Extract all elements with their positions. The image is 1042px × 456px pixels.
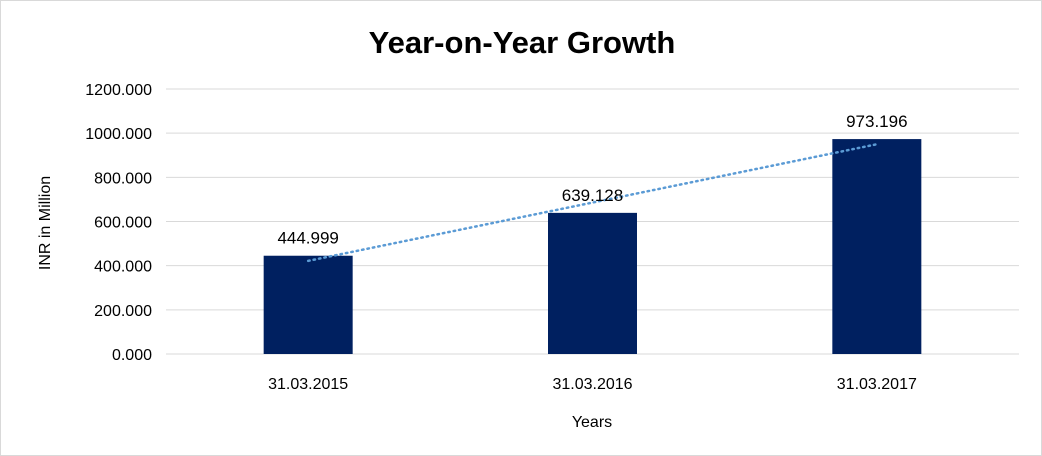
trendline [306, 142, 879, 263]
x-tick-label: 31.03.2017 [837, 376, 917, 393]
bar [263, 255, 353, 354]
x-tick-label: 31.03.2015 [268, 376, 348, 393]
bars [263, 139, 922, 354]
y-tick-label: 0.000 [112, 347, 152, 364]
bar [832, 139, 922, 354]
data-label: 639.128 [562, 186, 623, 205]
y-axis-ticks: 0.000 200.000 400.000 600.000 800.000 1000.00… [85, 82, 152, 364]
x-tick-label: 31.03.2016 [552, 376, 632, 393]
y-tick-label: 400.000 [94, 259, 152, 276]
data-label: 444.999 [277, 229, 338, 248]
data-labels: 444.999 639.128 973.196 [277, 112, 907, 248]
data-label: 973.196 [846, 112, 907, 131]
y-tick-label: 800.000 [94, 170, 152, 187]
chart-title: Year-on-Year Growth [369, 25, 676, 60]
trendline-group [306, 142, 879, 263]
y-tick-label: 1200.000 [85, 82, 152, 99]
x-axis-ticks: 31.03.2015 31.03.2016 31.03.2017 [268, 376, 917, 393]
bar [548, 212, 637, 354]
y-tick-label: 600.000 [94, 215, 152, 232]
y-axis-title: INR in Million [37, 176, 54, 270]
y-tick-label: 200.000 [94, 303, 152, 320]
y-tick-label: 1000.000 [85, 126, 152, 143]
x-axis-title: Years [572, 414, 612, 431]
